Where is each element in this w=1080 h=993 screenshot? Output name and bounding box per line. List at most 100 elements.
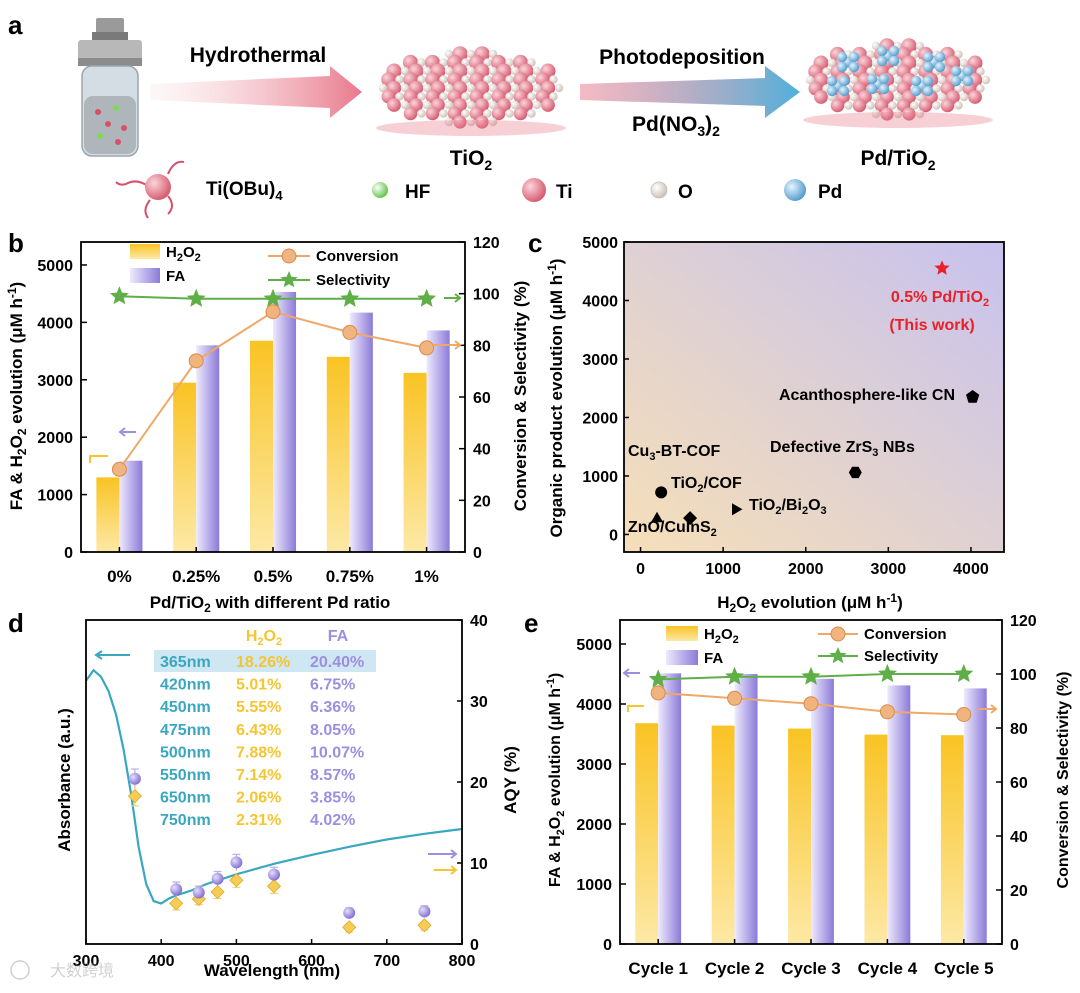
fa-aqy-point	[230, 856, 243, 869]
selectivity-point	[954, 664, 974, 683]
aqy-table: H2O2 FA 365nm 18.26% 20.40% 420nm 5.01% 6.75%…	[154, 628, 376, 829]
fa-axis-arrow-icon	[428, 849, 458, 859]
y-tick-label: 2000	[582, 410, 618, 427]
bar-h2o2	[788, 728, 811, 944]
fa-aqy-point	[211, 872, 224, 885]
sheet-edge	[803, 112, 993, 128]
x-tick-label: 1%	[414, 567, 439, 586]
selectivity-point	[417, 288, 437, 307]
ti-atom	[453, 115, 467, 129]
y2-tick-label: 80	[473, 338, 491, 355]
panel-b-xlabel: Pd/TiO2 with different Pd ratio	[150, 593, 391, 615]
pd-atom	[838, 75, 850, 87]
y-tick-label: 3000	[582, 352, 618, 369]
x-tick-label: 500	[223, 953, 250, 970]
pd-atom	[848, 51, 860, 63]
ti-atom	[902, 107, 916, 121]
pd-atom	[962, 75, 974, 87]
panel-e-legend: H2O2 FA Conversion Selectivity	[666, 626, 947, 667]
point-zno-cuins2	[651, 511, 664, 523]
pd-atom	[848, 61, 860, 73]
bar-fa	[196, 345, 220, 552]
o-atom	[466, 117, 476, 127]
plot-frame	[623, 241, 1005, 553]
panel-c: c 0 1000 2000 3000 4000 0 1000 2000 3000 4000 5000…	[528, 228, 1005, 615]
bar-h2o2	[864, 734, 888, 944]
x-tick-label: 0.75%	[326, 567, 374, 586]
point-zrs3	[848, 466, 862, 479]
o-atom	[822, 67, 831, 76]
table-row: 750nm 2.31% 4.02%	[160, 812, 355, 829]
ti-atom	[491, 106, 506, 121]
point-tio2-cof	[683, 511, 698, 526]
o-atom	[422, 83, 432, 93]
panel-c-label: c	[528, 228, 542, 258]
o-atom	[888, 84, 897, 93]
conversion-point	[956, 707, 972, 722]
o-atom	[444, 83, 454, 93]
pd-atom	[910, 75, 922, 87]
table-wavelength: 450nm	[160, 699, 211, 716]
o-atom	[532, 100, 542, 110]
table-fa-value: 20.40%	[310, 654, 364, 671]
pd-atom	[962, 65, 974, 77]
bar-fa	[734, 674, 758, 944]
pd-atom	[922, 51, 934, 63]
h2o2-aqy-point	[342, 920, 357, 935]
panel-c-plot: 0 1000 2000 3000 4000 0 1000 2000 3000 4000 5000	[582, 235, 1005, 578]
table-wavelength: 475nm	[160, 722, 211, 739]
photodeposition-arrow	[580, 66, 800, 118]
table-fa-value: 6.36%	[310, 699, 355, 716]
bar-fa	[658, 673, 682, 944]
x-tick-label: 0.5%	[254, 567, 293, 586]
o-atom	[981, 75, 991, 85]
h2o2-aqy-point	[210, 884, 225, 899]
panel-b-plot: 0% 0.25% 0.5% 0.75% 1% 0 1000 2000 3000 4000 5000 0…	[37, 235, 499, 586]
pd-atom	[922, 61, 934, 73]
pd-atom	[888, 55, 900, 67]
table-fa-value: 8.57%	[310, 767, 355, 784]
o-atom	[417, 109, 426, 118]
e-fa-axis-arrow-icon	[622, 668, 640, 678]
pd-atom	[888, 45, 900, 57]
o-atom-icon	[650, 181, 668, 199]
panel-a-label: a	[8, 10, 23, 40]
o-atom	[444, 117, 454, 127]
hydrothermal-label: Hydrothermal	[190, 44, 327, 67]
conversion-point	[727, 690, 743, 706]
legend-h2o2-swatch	[130, 244, 160, 259]
bar-fa	[887, 685, 911, 944]
pd-atom	[934, 61, 946, 73]
this-work-label: 0.5% Pd/TiO2	[891, 289, 989, 309]
x-tick-label: 800	[449, 953, 476, 970]
ti-atom	[852, 98, 867, 113]
ti-atom	[425, 106, 440, 121]
h2o2-aqy-point	[266, 879, 282, 894]
ti-atom	[940, 98, 955, 113]
o-atom	[510, 100, 520, 110]
legend-hf: HF	[372, 182, 430, 203]
ti-atom	[403, 106, 418, 121]
o-atom	[893, 75, 903, 85]
table-fa-value: 6.75%	[310, 677, 355, 694]
zno-cuins2-label: ZnO/CuInS2	[628, 519, 717, 539]
table-wavelength: 550nm	[160, 767, 211, 784]
o-atom	[417, 92, 426, 101]
legend-pd-label: Pd	[818, 182, 842, 203]
y2-tick-label: 60	[473, 390, 491, 407]
table-row: 475nm 6.43% 8.05%	[160, 722, 355, 739]
tio2-bi2o3-label: TiO2/Bi2O3	[749, 497, 827, 517]
selectivity-axis-arrow-icon	[444, 293, 462, 303]
table-header-h2o2: H2O2	[246, 628, 282, 648]
y-tick-label: 5000	[582, 235, 618, 252]
o-atom	[483, 75, 492, 84]
o-atom	[466, 100, 476, 110]
fa-aqy-point	[170, 883, 183, 896]
h2o2-aqy-point	[229, 873, 244, 888]
plot-background	[624, 242, 1004, 552]
y-tick-label: 0	[609, 527, 618, 544]
pd-atom	[838, 85, 850, 97]
o-atom	[849, 75, 859, 85]
watermark-text: 大数跨境	[50, 961, 114, 980]
pd-atom	[866, 73, 878, 85]
